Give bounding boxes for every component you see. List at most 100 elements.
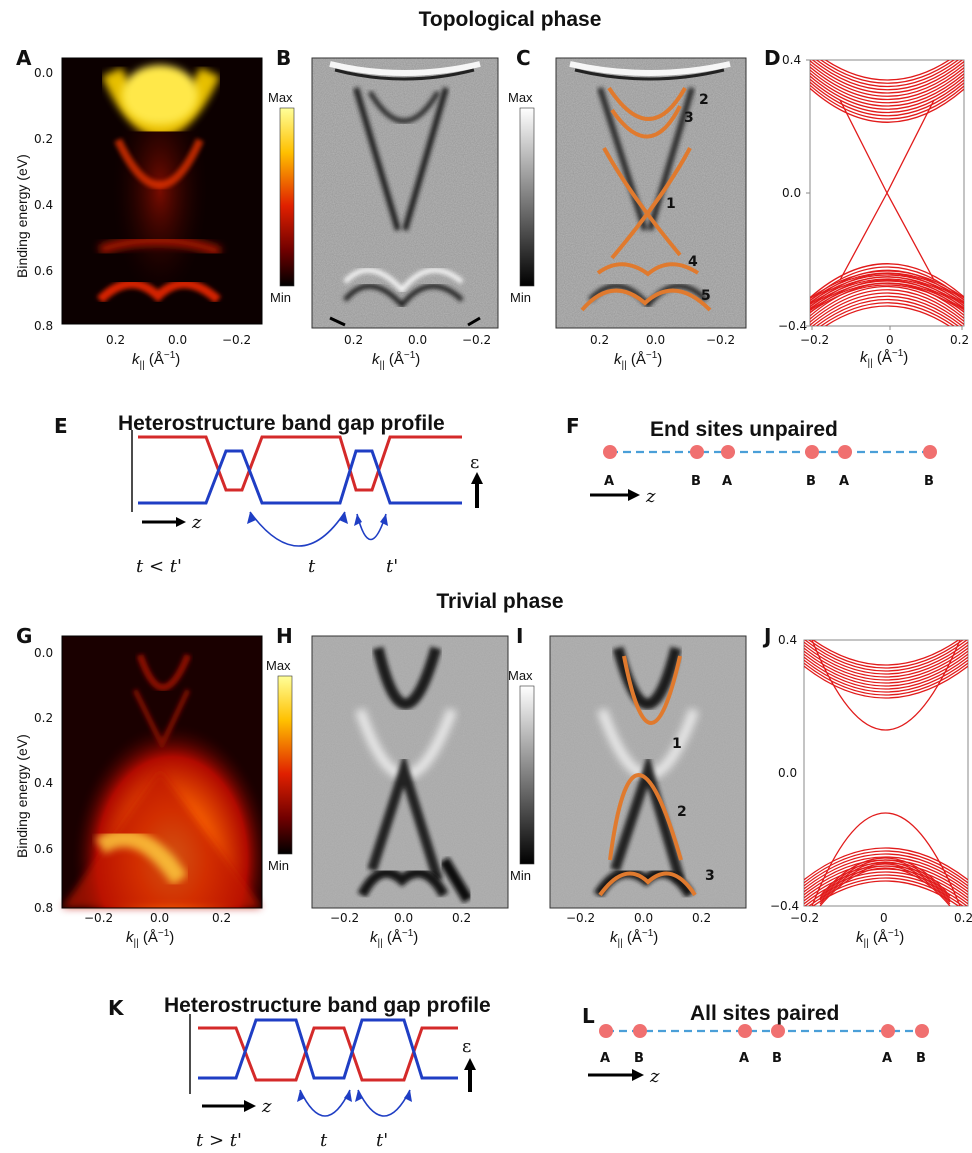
tick: 0.2 (954, 911, 972, 925)
panel-h-x-ticks: −0.2 0.0 0.2 (330, 911, 471, 925)
conduction-band-line (810, 87, 964, 123)
xlabel-exp: −1 (401, 928, 414, 939)
conduction-band-line (804, 644, 968, 678)
xlabel-k: k (610, 929, 618, 946)
site-a1 (603, 445, 617, 459)
xlabel-unit: (Å (872, 349, 892, 366)
tick: −0.2 (566, 911, 595, 925)
colorbar-gray-top (519, 107, 535, 287)
diagram-e-hop-tprime (356, 513, 387, 540)
panel-a-y-ticks: 0.0 0.2 0.4 0.6 0.8 (34, 66, 53, 333)
tick: 0.2 (452, 911, 471, 925)
xlabel-close: ) (653, 929, 659, 946)
panel-label-i: I (516, 624, 524, 648)
diagram-e-blue-band (138, 449, 462, 505)
trivial-phase-title: Trivial phase (436, 590, 564, 613)
tick: 0.0 (634, 911, 653, 925)
conduction-band-line (815, 60, 960, 87)
tick: 0.0 (34, 646, 53, 660)
panel-c-fit-curves (580, 86, 712, 312)
conduction-band-line (810, 84, 964, 120)
band-label-c-4: 4 (688, 254, 698, 270)
xlabel-exp: −1 (403, 350, 416, 361)
tick: 0.2 (34, 132, 53, 146)
diagram-f-title: End sites unpaired (650, 418, 838, 441)
site-a3 (838, 445, 852, 459)
panel-label-l: L (582, 1004, 595, 1028)
xlabel-sub: || (863, 938, 869, 949)
tick: 0.8 (34, 901, 53, 915)
conduction-band-line (804, 665, 968, 699)
band-label-i-1: 1 (672, 736, 682, 752)
valence-band-line (808, 877, 964, 906)
site-b3 (915, 1024, 929, 1038)
diagram-k-eps: ε (462, 1036, 471, 1057)
colorbar-top-gray-max: Max (508, 90, 533, 105)
conduction-band-line (819, 60, 955, 84)
site-label: A (722, 474, 732, 489)
valence-band-line (819, 861, 951, 901)
tick: −0.4 (778, 319, 807, 333)
xlabel-k: k (372, 351, 380, 368)
xlabel-sub: || (133, 938, 139, 949)
valence-band-line (804, 871, 968, 905)
xlabel-g: k|| (Å−1) (126, 928, 174, 949)
panel-label-e: E (54, 414, 68, 438)
panel-label-a: A (16, 46, 32, 70)
conduction-band-line (804, 640, 968, 672)
colorbar-bottom-hot-min: Min (268, 858, 289, 873)
conduction-band-line (810, 72, 964, 107)
tick: 0.6 (34, 264, 53, 278)
tick: 0.4 (34, 776, 53, 790)
conduction-band-line (812, 640, 960, 666)
xlabel-exp: −1 (163, 350, 176, 361)
panel-a-arpes-heatmap (61, 57, 263, 325)
panel-label-k: K (108, 996, 124, 1020)
xlabel-a: k|| (Å−1) (132, 350, 180, 371)
site-label: A (839, 474, 849, 489)
xlabel-close: ) (899, 929, 905, 946)
xlabel-close: ) (413, 929, 419, 946)
valence-band-line (819, 863, 951, 903)
colorbar-top-hot-max: Max (268, 90, 293, 105)
colorbar-hot-top (279, 107, 295, 287)
valence-band-line (810, 273, 964, 308)
xlabel-exp: −1 (157, 928, 170, 939)
diagram-k-band-profile (189, 1014, 476, 1117)
diagram-e-hop-t (249, 511, 346, 547)
valence-band-line (810, 274, 964, 304)
tick: 0.0 (778, 766, 797, 780)
valence-band-line (804, 856, 968, 890)
colorbar-top-gray-min: Min (510, 290, 531, 305)
diagram-l-z: z (649, 1066, 660, 1087)
valence-band-line (810, 276, 964, 306)
site-label: A (739, 1051, 749, 1066)
valence-band-line (804, 862, 968, 896)
valence-band-line (810, 279, 964, 314)
tick: 0.0 (168, 333, 187, 347)
tick: 0.2 (106, 333, 125, 347)
xlabel-sub: || (139, 360, 145, 371)
xlabel-exp: −1 (645, 350, 658, 361)
xlabel-sub: || (867, 358, 873, 369)
xlabel-unit: (Å (626, 351, 646, 368)
topological-phase-title: Topological phase (418, 8, 602, 31)
site-b1 (690, 445, 704, 459)
band-label-c-3: 3 (684, 110, 694, 126)
site-label: B (634, 1051, 644, 1066)
xlabel-j: k|| (Å−1) (856, 928, 904, 949)
xlabel-close: ) (903, 349, 909, 366)
xlabel-k: k (860, 349, 868, 366)
conduction-band-line (804, 641, 968, 675)
site-label: B (772, 1051, 782, 1066)
conduction-band-line (804, 650, 968, 684)
colorbar-bottom-gray-max: Max (508, 668, 533, 683)
valence-band-line (804, 847, 968, 881)
diagram-e-band-profile (131, 430, 483, 547)
xlabel-d: k|| (Å−1) (860, 348, 908, 369)
diagram-k-hop-tprime (357, 1089, 411, 1117)
tick: 0.2 (34, 711, 53, 725)
site-a2 (721, 445, 735, 459)
tick: 0.2 (692, 911, 711, 925)
